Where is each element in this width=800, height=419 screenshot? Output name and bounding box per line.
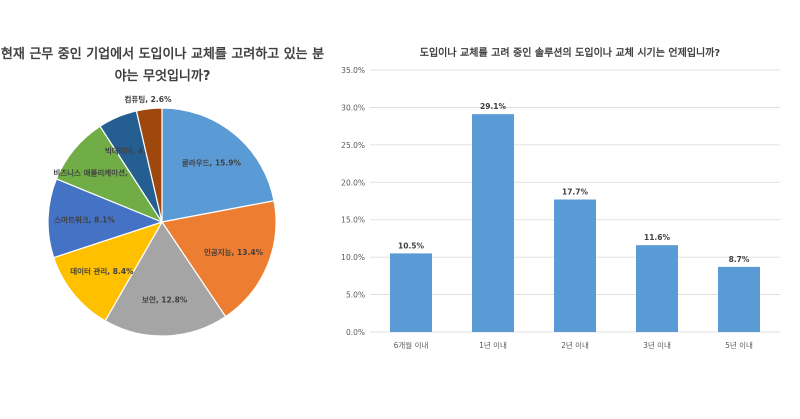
bar — [390, 253, 432, 332]
pie-slice — [47, 178, 164, 259]
pie-data-label: 빅데이터, 4.0% — [105, 146, 159, 156]
pie-data-label: 비즈니스 애플리케이션, 7.0% — [53, 168, 151, 178]
x-tick-label: 6개월 이내 — [394, 340, 429, 350]
pie-data-label: 컴퓨팅, 2.6% — [125, 94, 172, 104]
pie-slice — [160, 200, 277, 318]
pie-slice — [161, 107, 275, 223]
y-tick-label: 0.0% — [346, 328, 365, 337]
x-tick-label: 1년 이내 — [479, 340, 507, 350]
y-tick-label: 35.0% — [341, 66, 365, 75]
pie-chart: 클라우드, 15.9% 인공지능, 13.4% 보안, 12.8% 데이터 관리, 8… — [47, 94, 277, 337]
y-tick-label: 10.0% — [341, 253, 365, 262]
pie-slice — [52, 220, 164, 322]
bar-data-label: 8.7% — [729, 255, 750, 264]
pie-chart-title: 현재 근무 중인 기업에서 도입이나 교체를 고려하고 있는 분야는 무엇입니까… — [0, 47, 325, 84]
bar — [554, 199, 596, 332]
x-tick-label: 5년 이내 — [725, 340, 753, 350]
pie-slice — [135, 107, 163, 223]
y-tick-label: 15.0% — [341, 216, 365, 225]
bar — [636, 245, 678, 332]
x-tick-label: 3년 이내 — [643, 340, 671, 350]
x-tick-label: 2년 이내 — [561, 340, 589, 350]
bar-data-label: 29.1% — [480, 102, 507, 111]
y-tick-label: 25.0% — [341, 141, 365, 150]
y-tick-label: 5.0% — [346, 291, 365, 300]
bar — [718, 266, 760, 332]
bar-data-label: 11.6% — [644, 233, 671, 242]
pie-data-label: 스마트워크, 8.1% — [54, 214, 115, 224]
pie-data-label: 클라우드, 15.9% — [182, 157, 242, 167]
bar-data-label: 17.7% — [562, 188, 589, 197]
bar-data-label: 10.5% — [398, 241, 425, 250]
pie-data-label: 데이터 관리, 8.4% — [70, 266, 134, 276]
bar-chart-title: 도입이나 교체를 고려 중인 솔루션의 도입이나 교체 시기는 언제입니까? — [419, 48, 721, 59]
pie-slice — [104, 220, 227, 337]
y-tick-label: 30.0% — [341, 103, 365, 112]
bar — [472, 114, 514, 332]
pie-data-label: 보안, 12.8% — [142, 294, 188, 304]
pie-data-label: 인공지능, 13.4% — [204, 247, 264, 257]
y-tick-label: 20.0% — [341, 178, 365, 187]
